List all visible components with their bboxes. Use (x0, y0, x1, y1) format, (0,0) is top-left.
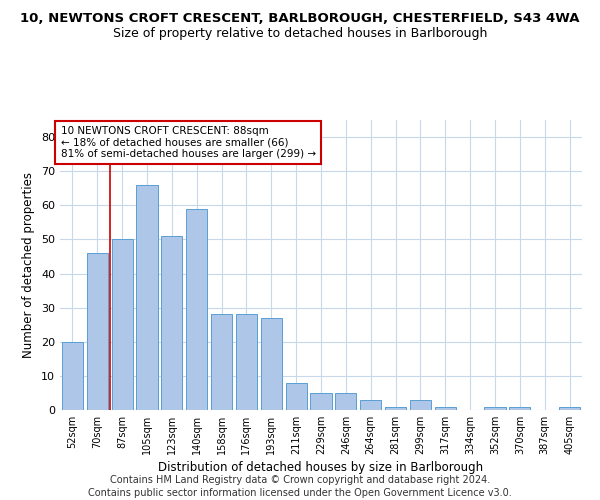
Text: Contains HM Land Registry data © Crown copyright and database right 2024.: Contains HM Land Registry data © Crown c… (110, 475, 490, 485)
Bar (310, 393, 332, 410)
X-axis label: Distribution of detached houses by size in Barlborough: Distribution of detached houses by size … (158, 461, 484, 474)
Bar (62, 342, 83, 410)
Bar (261, 318, 282, 410)
Bar (286, 382, 307, 410)
Text: Size of property relative to detached houses in Barlborough: Size of property relative to detached ho… (113, 28, 487, 40)
Bar (161, 236, 182, 410)
Text: Contains public sector information licensed under the Open Government Licence v3: Contains public sector information licen… (88, 488, 512, 498)
Bar (360, 400, 381, 410)
Bar (435, 406, 456, 410)
Bar (211, 314, 232, 410)
Y-axis label: Number of detached properties: Number of detached properties (22, 172, 35, 358)
Bar (335, 393, 356, 410)
Bar (236, 314, 257, 410)
Bar (410, 400, 431, 410)
Text: 10, NEWTONS CROFT CRESCENT, BARLBOROUGH, CHESTERFIELD, S43 4WA: 10, NEWTONS CROFT CRESCENT, BARLBOROUGH,… (20, 12, 580, 26)
Bar (559, 406, 580, 410)
Text: 10 NEWTONS CROFT CRESCENT: 88sqm
← 18% of detached houses are smaller (66)
81% o: 10 NEWTONS CROFT CRESCENT: 88sqm ← 18% o… (61, 126, 316, 159)
Bar (112, 240, 133, 410)
Bar (87, 253, 108, 410)
Bar (136, 185, 158, 410)
Bar (186, 208, 207, 410)
Bar (385, 406, 406, 410)
Bar (509, 406, 530, 410)
Bar (484, 406, 506, 410)
